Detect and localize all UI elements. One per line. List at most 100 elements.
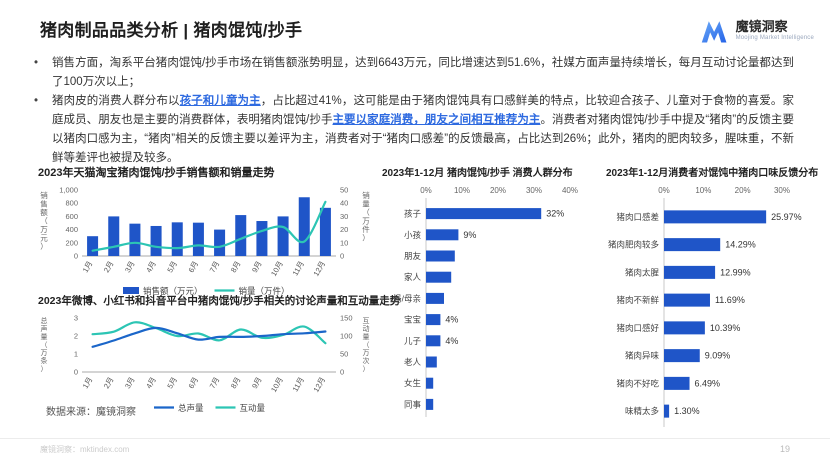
brand-logo: 魔镜洞察 Moojing Market Intelligence [700,18,814,44]
taste-feedback-chart-plot: 0% 10% 20% 30% 猪肉口感差 25.97% 猪肉肥肉较多 14.29% 猪肉太腥 12… [608,186,802,427]
svg-text:400: 400 [65,225,78,234]
brand-name: 魔镜洞察 [735,19,788,35]
svg-text:猪肉太腥: 猪肉太腥 [625,267,660,277]
svg-text:10%: 10% [454,186,470,195]
svg-text:11月: 11月 [291,260,306,278]
summary-bullets: 销售方面，淘系平台猪肉馄饨/抄手市场在销售额涨势明显，达到6643万元，同比增速… [28,54,794,168]
svg-text:5月: 5月 [165,260,179,275]
body-text: 猪肉皮的消费人群分布以 [52,95,180,107]
svg-text:4%: 4% [445,336,458,346]
svg-text:600: 600 [65,212,78,221]
svg-text:互动量（万次）: 互动量（万次） [363,317,370,373]
page-title: 猪肉制品品类分析 | 猪肉馄饨/抄手 [40,21,303,40]
svg-text:2月: 2月 [102,376,116,391]
moojing-m-icon [701,21,727,43]
svg-text:4月: 4月 [144,376,158,391]
svg-text:总声量（万条）: 总声量（万条） [41,316,48,373]
social-volume-chart-plot: 0 1 2 3 0 50 100 150 总声量（万条） 互动量（万次） 1月 2月 3月 4月 5月 6月 7… [41,314,370,414]
svg-text:30%: 30% [526,186,542,195]
svg-text:朋友: 朋友 [404,251,422,261]
svg-text:40%: 40% [562,186,578,195]
svg-text:12月: 12月 [311,260,327,278]
svg-text:家人: 家人 [404,272,422,282]
svg-text:0: 0 [74,252,78,261]
svg-text:3月: 3月 [123,376,137,391]
svg-text:10: 10 [340,238,348,247]
body-text: 销售方面，淘系平台猪肉馄饨/抄手市场在销售额涨势明显，达到6643万元，同比增速… [52,57,794,88]
footer: 魔镜洞察：mktindex.com 19 [0,438,830,455]
svg-text:8月: 8月 [229,376,243,391]
body-text: 。消费者对猪肉馄饨/抄手中提及“猪肉”的反馈主要以猪肉口感为主，“猪肉”相关的反… [52,114,794,164]
svg-text:11月: 11月 [291,376,306,394]
svg-text:猪肉口感好: 猪肉口感好 [616,323,659,333]
svg-text:32%: 32% [546,209,564,219]
svg-text:6月: 6月 [187,376,201,391]
bullet-item: 猪肉皮的消费人群分布以孩子和儿童为主，占比超过41%，这可能是由于猪肉馄饨具有口… [28,92,794,168]
sales-trend-chart-title: 2023年天猫淘宝猪肉馄饨/抄手销售额和销量走势 [38,167,275,179]
consumer-group-chart: 2023年1-12月 猪肉馄饨/抄手 消费人群分布 0% 10% 20% 30% 40%… [374,164,604,424]
svg-text:儿子: 儿子 [404,336,422,346]
svg-text:0%: 0% [420,186,432,195]
svg-text:宝宝: 宝宝 [404,315,421,325]
svg-text:同事: 同事 [404,399,422,409]
svg-text:50: 50 [340,186,348,195]
svg-text:9%: 9% [463,230,476,240]
highlighted-text: 孩子和儿童为主 [179,95,261,107]
svg-text:0: 0 [340,252,344,261]
svg-text:7月: 7月 [208,260,222,275]
svg-text:150: 150 [340,314,353,323]
svg-text:10%: 10% [695,186,711,195]
svg-text:销售额（万元）: 销售额（万元） [40,190,48,251]
svg-text:8月: 8月 [229,260,243,275]
svg-text:销量（万件）: 销量（万件） [362,190,370,243]
svg-text:4月: 4月 [144,260,158,275]
footer-page-number: 19 [779,444,790,454]
taste-feedback-chart-title: 2023年1-12月消费者对馄饨中猪肉口味反馈分布 [606,168,819,179]
svg-text:1月: 1月 [81,260,95,275]
data-source-note: 数据来源：魔镜洞察 [46,407,136,418]
svg-text:11.69%: 11.69% [715,295,745,305]
svg-text:10.39%: 10.39% [710,323,741,333]
svg-text:0: 0 [74,368,78,377]
footer-site: 魔镜洞察：mktindex.com [40,445,130,454]
svg-text:猪肉不新鲜: 猪肉不新鲜 [616,295,659,305]
svg-text:小孩: 小孩 [404,230,422,240]
svg-text:女生: 女生 [404,378,422,388]
header: 猪肉制品品类分析 | 猪肉馄饨/抄手 魔镜洞察 Moojing Market I… [0,0,830,44]
svg-text:猪肉不好吃: 猪肉不好吃 [616,378,659,388]
bullet-item: 销售方面，淘系平台猪肉馄饨/抄手市场在销售额涨势明显，达到6643万元，同比增速… [28,54,794,92]
svg-text:0: 0 [340,368,344,377]
svg-text:1: 1 [74,350,78,359]
svg-text:6月: 6月 [187,260,201,275]
svg-text:30: 30 [340,212,348,221]
svg-text:100: 100 [340,332,353,341]
svg-text:6.49%: 6.49% [695,378,721,388]
svg-text:销售额（万元）: 销售额（万元） [143,286,203,296]
svg-text:20: 20 [340,225,348,234]
svg-text:猪肉肥肉较多: 猪肉肥肉较多 [608,240,660,250]
svg-text:0%: 0% [658,186,670,195]
svg-text:12月: 12月 [311,376,327,394]
brand-text: 魔镜洞察 Moojing Market Intelligence [735,19,814,42]
svg-text:12.99%: 12.99% [720,267,751,277]
brand-subtitle: Moojing Market Intelligence [735,35,814,42]
svg-text:7月: 7月 [208,376,222,391]
svg-text:9月: 9月 [250,376,264,391]
svg-text:猪肉口感差: 猪肉口感差 [616,212,659,222]
body-text: ，占比超过41%，这可能是由于猪肉馄饨具有口感鲜美的特点，比较迎合孩子、儿童对于… [52,95,795,126]
svg-text:9.09%: 9.09% [705,351,731,361]
svg-text:2: 2 [74,332,78,341]
svg-text:互动量: 互动量 [240,403,266,413]
sales-trend-chart-plot: 0 200 400 600 800 1,000 0 10 20 30 40 50 销售额（万元） 销量（万… [40,186,370,297]
svg-text:1,000: 1,000 [59,186,78,195]
svg-text:40: 40 [340,199,348,208]
svg-text:50: 50 [340,350,348,359]
taste-feedback-chart: 2023年1-12月消费者对馄饨中猪肉口味反馈分布 0% 10% 20% 30% 猪肉口… [604,164,828,434]
svg-text:1.30%: 1.30% [674,406,700,416]
svg-text:2月: 2月 [102,260,116,275]
svg-text:4%: 4% [445,315,458,325]
svg-text:孩子: 孩子 [404,209,422,219]
